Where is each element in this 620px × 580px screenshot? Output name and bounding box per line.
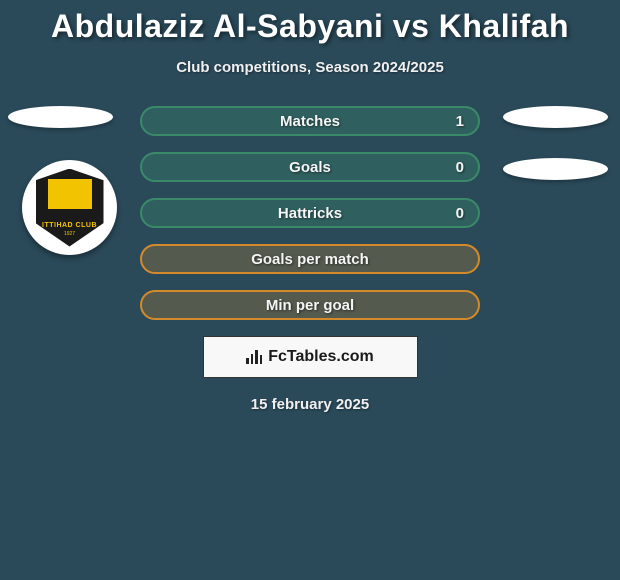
stat-pill: Goals 0: [140, 152, 480, 182]
player-left-placeholder: [8, 106, 113, 128]
stat-label: Goals per match: [251, 251, 369, 268]
comparison-date: 15 february 2025: [0, 396, 620, 413]
stat-pill: Matches 1: [140, 106, 480, 136]
stat-pill: Min per goal: [140, 290, 480, 320]
stat-label: Goals: [289, 159, 331, 176]
stat-label: Matches: [280, 113, 340, 130]
club-badge-left: ITTIHAD CLUB 1927: [22, 160, 117, 255]
stats-container: ITTIHAD CLUB 1927 Matches1Goals0Hattrick…: [0, 106, 620, 413]
badge-stripe: [48, 179, 92, 209]
player-right-placeholder-top: [503, 106, 608, 128]
fctables-brand-box[interactable]: FcTables.com: [203, 336, 418, 378]
stat-value: 0: [456, 205, 464, 222]
badge-shield: ITTIHAD CLUB 1927: [36, 169, 104, 247]
fctables-brand-text: FcTables.com: [268, 348, 374, 366]
badge-club-name: ITTIHAD CLUB: [42, 222, 97, 229]
badge-year: 1927: [64, 231, 75, 237]
season-subtitle: Club competitions, Season 2024/2025: [0, 59, 620, 76]
stat-value: 0: [456, 159, 464, 176]
stat-value: 1: [456, 113, 464, 130]
bar-chart-icon: [246, 350, 262, 364]
stat-row: Min per goal: [0, 290, 620, 320]
stat-label: Min per goal: [266, 297, 354, 314]
stat-pill: Hattricks 0: [140, 198, 480, 228]
stat-label: Hattricks: [278, 205, 342, 222]
player-right-placeholder-bottom: [503, 158, 608, 180]
comparison-title: Abdulaziz Al-Sabyani vs Khalifah: [0, 0, 620, 45]
stat-pill: Goals per match: [140, 244, 480, 274]
